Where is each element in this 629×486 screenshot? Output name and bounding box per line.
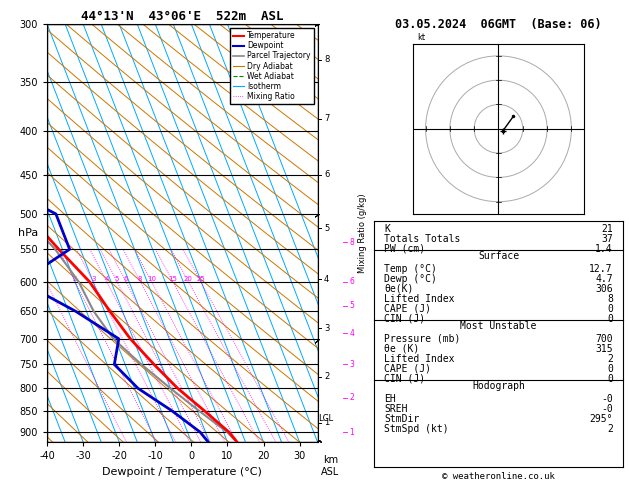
Text: 6: 6 (350, 277, 354, 286)
Text: 5: 5 (324, 224, 329, 233)
Title: 44°13'N  43°06'E  522m  ASL: 44°13'N 43°06'E 522m ASL (81, 10, 284, 23)
Text: 37: 37 (601, 234, 613, 243)
Text: 700: 700 (595, 334, 613, 344)
Text: 1: 1 (324, 418, 329, 427)
Text: 2: 2 (73, 276, 77, 281)
Text: 4: 4 (324, 275, 329, 284)
Text: K: K (384, 224, 390, 234)
Text: 8: 8 (324, 55, 330, 64)
Text: 3: 3 (324, 324, 330, 332)
Text: hPa: hPa (18, 228, 38, 238)
Text: Lifted Index: Lifted Index (384, 294, 455, 304)
Text: Totals Totals: Totals Totals (384, 234, 460, 243)
Text: CAPE (J): CAPE (J) (384, 304, 431, 314)
Text: CIN (J): CIN (J) (384, 374, 425, 384)
Text: StmSpd (kt): StmSpd (kt) (384, 424, 449, 434)
Text: 315: 315 (595, 344, 613, 354)
Text: 7: 7 (324, 114, 330, 123)
Text: 6: 6 (124, 276, 128, 281)
Text: 12.7: 12.7 (589, 263, 613, 274)
Legend: Temperature, Dewpoint, Parcel Trajectory, Dry Adiabat, Wet Adiabat, Isotherm, Mi: Temperature, Dewpoint, Parcel Trajectory… (230, 28, 314, 104)
Text: Lifted Index: Lifted Index (384, 354, 455, 364)
Text: 20: 20 (184, 276, 192, 281)
Text: 15: 15 (169, 276, 177, 281)
Text: θe(K): θe(K) (384, 284, 414, 294)
Text: 0: 0 (607, 314, 613, 324)
Text: PW (cm): PW (cm) (384, 243, 425, 254)
Text: 8: 8 (607, 294, 613, 304)
Text: SREH: SREH (384, 404, 408, 414)
Text: 4.7: 4.7 (595, 274, 613, 284)
Text: 5: 5 (115, 276, 120, 281)
Text: km: km (323, 455, 338, 465)
Text: 0: 0 (607, 364, 613, 374)
Text: 306: 306 (595, 284, 613, 294)
Text: 1.4: 1.4 (595, 243, 613, 254)
Text: © weatheronline.co.uk: © weatheronline.co.uk (442, 472, 555, 481)
Text: 8: 8 (350, 238, 354, 247)
Text: θe (K): θe (K) (384, 344, 420, 354)
Text: 6: 6 (324, 170, 330, 179)
Text: -0: -0 (601, 394, 613, 404)
Text: Surface: Surface (478, 251, 519, 261)
Text: 295°: 295° (589, 414, 613, 424)
Text: 5: 5 (350, 301, 354, 310)
Text: 10: 10 (147, 276, 156, 281)
Text: Mixing Ratio (g/kg): Mixing Ratio (g/kg) (358, 193, 367, 273)
Text: 2: 2 (607, 354, 613, 364)
Text: CAPE (J): CAPE (J) (384, 364, 431, 374)
Text: CIN (J): CIN (J) (384, 314, 425, 324)
Text: 03.05.2024  06GMT  (Base: 06): 03.05.2024 06GMT (Base: 06) (395, 18, 602, 31)
Text: Temp (°C): Temp (°C) (384, 263, 437, 274)
Text: 3: 3 (91, 276, 96, 281)
Text: 2: 2 (350, 393, 354, 402)
Text: StmDir: StmDir (384, 414, 420, 424)
Text: 8: 8 (138, 276, 142, 281)
Text: Hodograph: Hodograph (472, 382, 525, 391)
Text: 3: 3 (350, 360, 354, 369)
Text: Most Unstable: Most Unstable (460, 321, 537, 331)
Text: LCL: LCL (318, 414, 333, 423)
Text: EH: EH (384, 394, 396, 404)
Text: 1: 1 (350, 428, 354, 436)
Text: Pressure (mb): Pressure (mb) (384, 334, 460, 344)
Text: 0: 0 (607, 374, 613, 384)
Text: 0: 0 (607, 304, 613, 314)
Text: -0: -0 (601, 404, 613, 414)
X-axis label: Dewpoint / Temperature (°C): Dewpoint / Temperature (°C) (103, 467, 262, 477)
Text: Dewp (°C): Dewp (°C) (384, 274, 437, 284)
Text: 2: 2 (324, 372, 329, 381)
Text: kt: kt (417, 33, 425, 42)
Text: 4: 4 (350, 329, 354, 338)
Text: 4: 4 (104, 276, 109, 281)
Text: 25: 25 (196, 276, 205, 281)
Text: ASL: ASL (321, 468, 340, 477)
Text: 2: 2 (607, 424, 613, 434)
Text: 21: 21 (601, 224, 613, 234)
